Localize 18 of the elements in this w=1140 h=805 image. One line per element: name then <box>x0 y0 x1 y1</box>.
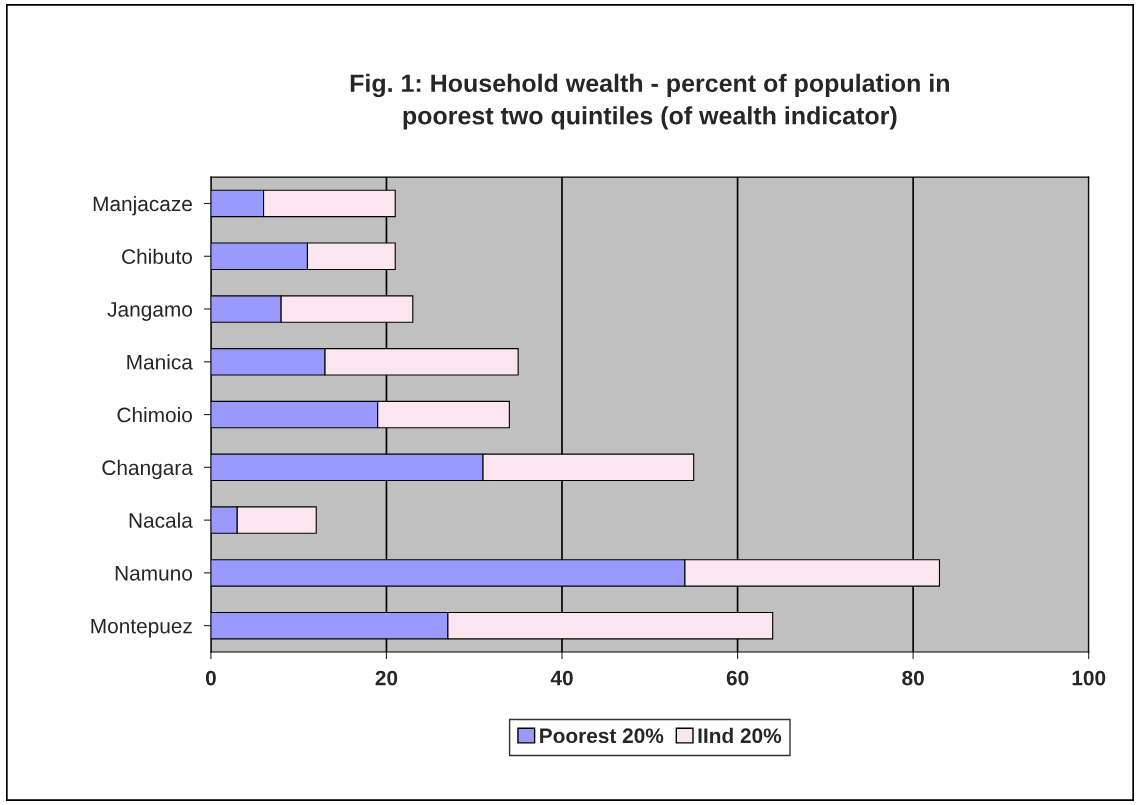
x-tick-label: 40 <box>550 670 573 686</box>
x-tick-label: 20 <box>375 670 398 686</box>
x-tick-label: 80 <box>902 670 924 686</box>
y-tick-label: Changara <box>102 459 193 480</box>
chart-title: Fig. 1: Household wealth - percent of population in poorest two quintiles (of wealth indicator) <box>350 73 949 130</box>
legend-label: Poorest 20% <box>540 728 664 744</box>
x-tick-label: 100 <box>1072 670 1106 686</box>
y-tick-label: Chibuto <box>122 248 192 265</box>
legend-label: IInd 20% <box>698 727 782 744</box>
y-tick-label: Nacala <box>129 512 193 528</box>
x-tick-label: 0 <box>205 670 216 686</box>
x-tick-label: 60 <box>726 670 749 686</box>
y-tick-label: Chimoio <box>117 407 192 423</box>
y-tick-label: Manjacaze <box>93 195 192 216</box>
y-tick-label: Manica <box>127 354 193 370</box>
y-tick-label: Namuno <box>115 566 192 581</box>
y-tick-label: Jangamo <box>107 302 192 321</box>
y-tick-label: Montepuez <box>91 618 192 638</box>
